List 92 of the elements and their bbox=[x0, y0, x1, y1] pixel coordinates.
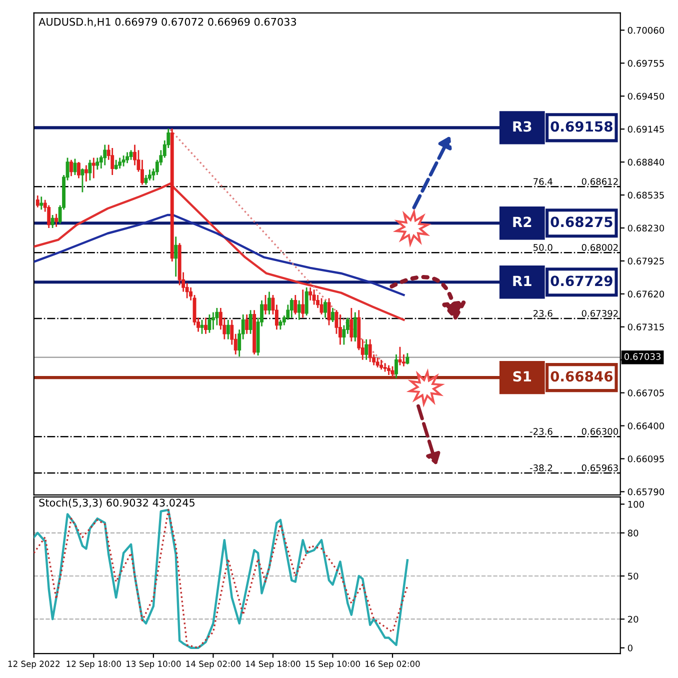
x-tick-label: 13 Sep 10:00 bbox=[126, 660, 181, 669]
candlestick bbox=[245, 314, 249, 335]
candlestick bbox=[211, 312, 215, 330]
text: R3 0.69158 bbox=[513, 121, 612, 132]
text: S1 0.66846 bbox=[513, 371, 613, 382]
text: 50.0 0.68002 bbox=[534, 244, 618, 251]
candlestick bbox=[290, 298, 294, 318]
y-tick-label: 0.67315 bbox=[628, 324, 664, 330]
candlestick bbox=[88, 159, 92, 182]
candlestick bbox=[297, 300, 301, 321]
candlestick bbox=[114, 159, 118, 170]
text: 23.6 0.67392 bbox=[533, 310, 618, 317]
y-tick-label: 0.67620 bbox=[628, 290, 664, 298]
candlestick bbox=[368, 338, 372, 363]
candlestick bbox=[92, 157, 96, 179]
y-tick-label: 0.69145 bbox=[628, 126, 664, 133]
candlestick bbox=[380, 359, 384, 370]
candlestick bbox=[304, 286, 308, 316]
x-tick-label: 14 Sep 18:00 bbox=[246, 660, 300, 669]
x-tick-label: 12 Sep 18:00 bbox=[66, 660, 121, 669]
candlestick bbox=[174, 236, 178, 278]
y-tick-label: 0.70060 bbox=[628, 26, 664, 34]
candlestick bbox=[312, 288, 316, 306]
candlestick bbox=[301, 288, 305, 318]
x-tick-label: 16 Sep 02:00 bbox=[366, 660, 420, 669]
line-series bbox=[34, 214, 405, 296]
candlestick bbox=[103, 144, 107, 166]
y-tick-label: 0.68840 bbox=[628, 158, 664, 166]
candlestick bbox=[327, 298, 331, 326]
candlestick bbox=[387, 364, 390, 376]
y-tick-label: 0.68535 bbox=[628, 192, 664, 199]
candlestick bbox=[148, 168, 152, 182]
y-tick-label: 0.69755 bbox=[628, 60, 664, 67]
x-tick-label: 14 Sep 02:00 bbox=[186, 660, 240, 669]
x-tick-label: 15 Sep 10:00 bbox=[306, 660, 360, 669]
candlestick bbox=[118, 157, 122, 170]
candlestick bbox=[324, 300, 327, 318]
text: 76.4 0.68612 bbox=[534, 178, 618, 185]
ref-line-label: 0.67033 bbox=[624, 353, 660, 360]
text: R1 0.67729 bbox=[513, 276, 612, 286]
y-tick-label: 0.67925 bbox=[628, 258, 664, 264]
y-tick-label: 0.66705 bbox=[628, 390, 664, 396]
candlestick bbox=[204, 316, 208, 335]
y-tick-label: 0.66400 bbox=[628, 422, 664, 430]
candlestick bbox=[200, 319, 204, 335]
candlestick bbox=[364, 338, 368, 361]
y-tick-label: 0.66095 bbox=[628, 455, 664, 462]
candlestick bbox=[331, 307, 334, 323]
y-tick-label: 20 bbox=[628, 616, 638, 623]
candlestick bbox=[338, 314, 342, 346]
y-tick-label: 80 bbox=[628, 530, 638, 536]
y-tick-label: 0 bbox=[628, 644, 632, 652]
candlestick bbox=[122, 154, 126, 168]
y-tick-label: 50 bbox=[628, 572, 638, 580]
line-series bbox=[34, 182, 405, 321]
candlestick bbox=[394, 354, 398, 379]
candlestick bbox=[406, 352, 410, 365]
text: -38.2 0.65963 bbox=[530, 464, 618, 472]
candlestick bbox=[353, 312, 357, 342]
y-tick-label: 0.65790 bbox=[628, 488, 664, 496]
candlestick bbox=[70, 159, 73, 177]
candlestick bbox=[294, 294, 298, 316]
candlestick bbox=[110, 147, 114, 176]
candlestick bbox=[215, 307, 219, 326]
candlestick bbox=[50, 214, 54, 229]
candlestick bbox=[248, 309, 252, 335]
candlestick bbox=[398, 346, 402, 366]
text: -23.6 0.66300 bbox=[530, 428, 618, 435]
candlestick bbox=[208, 314, 212, 334]
candlestick bbox=[80, 168, 84, 193]
chart-title: Stoch(5,3,3) 60.9032 43.0245 bbox=[39, 498, 194, 508]
chart-title: AUDUSD.h,H1 0.66979 0.67072 0.66969 0.67033 bbox=[38, 18, 296, 27]
candlestick bbox=[308, 286, 312, 302]
x-tick-label: 12 Sep 2022 bbox=[8, 660, 60, 669]
candlestick bbox=[320, 298, 324, 316]
y-tick-label: 100 bbox=[628, 500, 644, 508]
candlestick bbox=[268, 291, 271, 316]
candlestick bbox=[390, 366, 394, 378]
y-tick-label: 0.69450 bbox=[628, 92, 664, 100]
candlestick bbox=[96, 157, 100, 170]
candlestick bbox=[376, 356, 380, 368]
candlestick bbox=[84, 164, 88, 182]
candlestick bbox=[54, 213, 58, 228]
candlestick bbox=[36, 194, 40, 208]
candlestick bbox=[40, 196, 44, 210]
text: R2 0.68275 bbox=[513, 216, 612, 228]
candlestick bbox=[350, 307, 354, 342]
candlestick bbox=[126, 152, 130, 164]
candlestick bbox=[77, 161, 80, 179]
candlestick bbox=[278, 319, 282, 330]
candlestick bbox=[226, 319, 230, 340]
y-tick-label: 0.68230 bbox=[628, 224, 664, 232]
